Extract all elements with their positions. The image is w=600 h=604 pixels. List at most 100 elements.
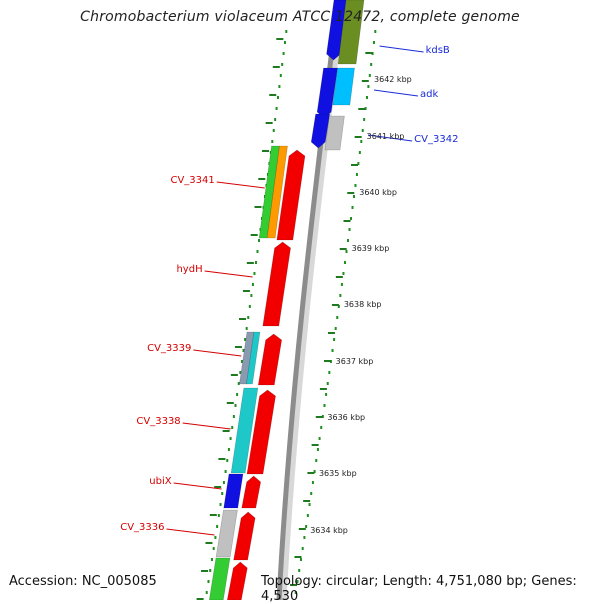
dot-right xyxy=(339,294,342,297)
gene-block-red xyxy=(233,511,256,561)
dot-right xyxy=(365,96,368,99)
tick-label: 3637 kbp xyxy=(335,357,374,366)
tick-dash-right xyxy=(354,136,362,138)
dot-right xyxy=(358,151,361,154)
dot-right xyxy=(323,404,326,407)
leader-line xyxy=(368,134,413,142)
dot-right xyxy=(372,41,375,44)
gene-block-gray xyxy=(215,509,238,558)
tick-dash-left xyxy=(254,206,262,208)
dot-left xyxy=(209,569,212,572)
tick-dash-right xyxy=(365,52,373,54)
tick-dash-left xyxy=(258,178,266,180)
gc-dotted-tracks xyxy=(205,30,377,594)
tick-dash-left xyxy=(238,318,246,320)
dot-right xyxy=(368,74,371,77)
dot-left xyxy=(237,382,240,385)
tick-dash-left xyxy=(265,122,273,124)
gene-label: CV_3338 xyxy=(136,416,181,427)
tick-dash-left xyxy=(205,542,213,544)
gene-block-red xyxy=(246,389,276,475)
tick-dash-left xyxy=(250,234,258,236)
tick-label: 3638 kbp xyxy=(343,300,382,309)
dot-left xyxy=(247,316,250,319)
dot-right xyxy=(340,283,343,286)
dot-left xyxy=(216,525,219,528)
dot-right xyxy=(299,558,302,561)
dot-left xyxy=(231,426,234,429)
dot-left xyxy=(219,503,222,506)
gene-label: kdsB xyxy=(425,45,450,56)
tick-dash-right xyxy=(323,360,331,362)
gene-block-cyan xyxy=(246,331,261,385)
dot-right xyxy=(310,492,313,495)
dot-left xyxy=(258,239,261,242)
dot-right xyxy=(316,448,319,451)
dot-right xyxy=(367,85,370,88)
tick-dash-right xyxy=(331,304,339,306)
dot-left xyxy=(283,41,286,44)
gene-block-red xyxy=(257,333,283,386)
gene-block-red xyxy=(276,149,306,241)
gene-block-green xyxy=(208,557,231,600)
tick-label: 3640 kbp xyxy=(359,188,397,197)
dot-left xyxy=(256,250,259,253)
tick-dash-right xyxy=(311,444,319,446)
dot-left xyxy=(279,74,282,77)
gene-block-red xyxy=(226,561,248,600)
dot-left xyxy=(205,591,208,594)
tick-dash-left xyxy=(196,598,204,600)
leader-line xyxy=(182,422,231,430)
dot-left xyxy=(250,294,253,297)
tick-dash-left xyxy=(209,514,217,516)
tick-marks xyxy=(196,38,373,600)
label-leader-lines xyxy=(166,45,424,536)
tick-label: 3639 kbp xyxy=(351,244,390,253)
gene-block-green xyxy=(258,145,280,239)
gene-block-gray xyxy=(324,115,345,151)
dot-left xyxy=(253,272,256,275)
dot-left xyxy=(234,404,237,407)
tick-dash-right xyxy=(290,584,298,586)
dot-right xyxy=(355,173,358,176)
dot-right xyxy=(364,107,367,110)
tick-dash-right xyxy=(339,248,347,250)
dot-right xyxy=(337,305,340,308)
dot-left xyxy=(276,96,279,99)
tick-dash-left xyxy=(226,402,234,404)
tick-dash-right xyxy=(298,528,306,530)
dot-right xyxy=(370,63,373,66)
dot-right xyxy=(361,129,364,132)
gene-block-sky xyxy=(332,67,355,106)
dot-right xyxy=(352,195,355,198)
tick-dash-left xyxy=(201,570,209,572)
dot-right xyxy=(331,349,334,352)
dot-right xyxy=(334,327,337,330)
dot-right xyxy=(371,52,374,55)
tick-label: 3641 kbp xyxy=(366,132,405,141)
tick-dash-left xyxy=(246,262,254,264)
dot-right xyxy=(313,470,316,473)
gene-label: CV_3339 xyxy=(147,343,192,354)
gene-block-slate xyxy=(239,331,255,385)
dot-right xyxy=(336,316,339,319)
accession-text: Accession: NC_005085 xyxy=(9,574,157,589)
dot-right xyxy=(351,206,354,209)
dot-right xyxy=(305,525,308,528)
dot-left xyxy=(282,52,285,55)
tick-dash-left xyxy=(269,94,277,96)
tick-dash-right xyxy=(303,500,311,502)
gene-block-blue xyxy=(223,473,244,509)
gene-block-blue xyxy=(326,0,349,61)
dot-right xyxy=(354,184,357,187)
gene-block-cyan xyxy=(230,387,259,474)
gene-label: CV_3342 xyxy=(414,134,459,145)
dot-left xyxy=(248,305,251,308)
gene-block-olive xyxy=(337,0,365,65)
tick-label: 3635 kbp xyxy=(318,469,357,478)
dot-right xyxy=(315,459,318,462)
tick-dash-right xyxy=(315,416,323,418)
dot-right xyxy=(301,547,304,550)
gene-label: CV_3336 xyxy=(120,522,165,533)
